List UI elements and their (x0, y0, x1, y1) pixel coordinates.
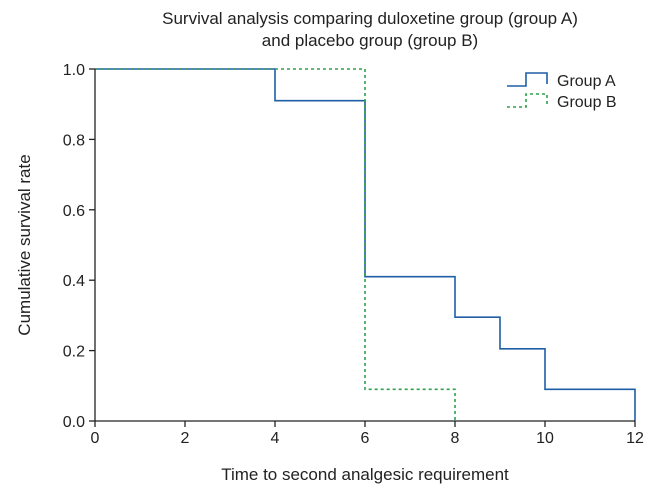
x-tick-label: 2 (181, 430, 190, 447)
legend-swatch-group-b (507, 93, 548, 108)
legend: Group A Group B (507, 72, 617, 111)
series-layer (95, 68, 636, 421)
x-axis-ticks: 0 2 4 6 8 10 12 (91, 421, 644, 447)
series-line-group-a (95, 68, 636, 421)
x-tick-label: 6 (361, 430, 370, 447)
y-tick-label: 0.6 (63, 203, 85, 220)
x-tick-label: 12 (626, 430, 644, 447)
chart-title-line-2: and placebo group (group B) (262, 31, 478, 50)
y-axis-ticks: 0.0 0.2 0.4 0.6 0.8 1.0 (63, 62, 95, 431)
x-axis-label: Time to second analgesic requirement (221, 465, 509, 484)
series-line-group-b (95, 68, 456, 421)
y-tick-label: 1.0 (63, 62, 85, 79)
legend-swatch-group-a (507, 72, 548, 87)
x-tick-label: 10 (536, 430, 554, 447)
y-tick-label: 0.8 (63, 132, 85, 149)
x-tick-label: 4 (271, 430, 280, 447)
legend-label-group-b: Group B (557, 94, 617, 111)
legend-label-group-a: Group A (557, 73, 616, 90)
y-tick-label: 0.4 (63, 273, 85, 290)
x-tick-label: 0 (91, 430, 100, 447)
chart-title-line-1: Survival analysis comparing duloxetine g… (162, 9, 578, 28)
y-tick-label: 0.0 (63, 414, 85, 431)
y-tick-label: 0.2 (63, 344, 85, 361)
y-axis-label: Cumulative survival rate (15, 154, 34, 335)
x-tick-label: 8 (451, 430, 460, 447)
